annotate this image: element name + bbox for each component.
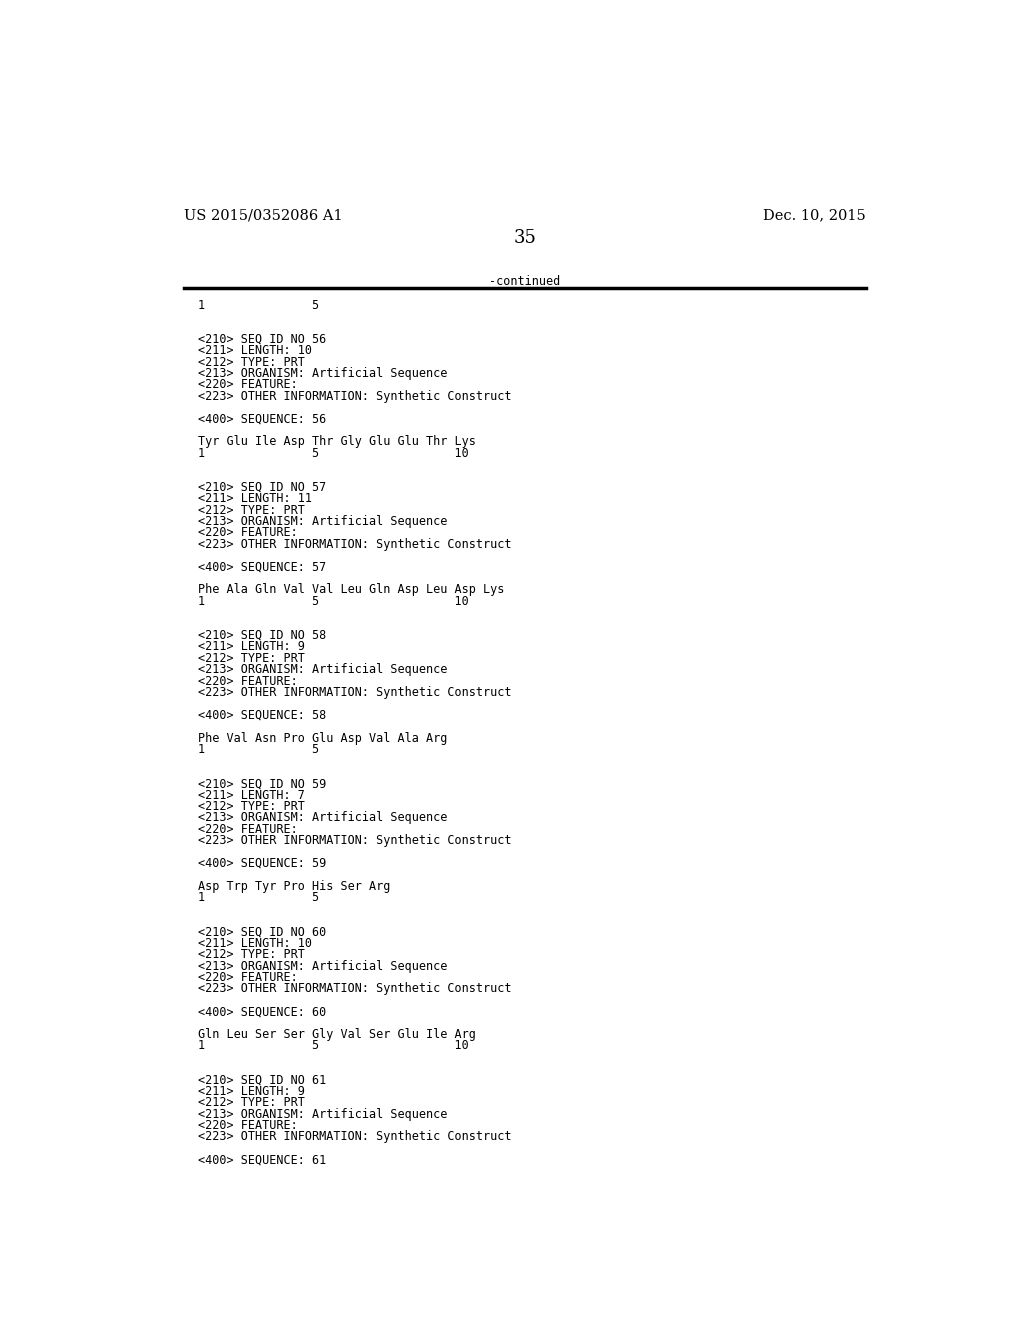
Text: <220> FEATURE:: <220> FEATURE: [198, 527, 298, 540]
Text: 1               5                   10: 1 5 10 [198, 595, 469, 607]
Text: US 2015/0352086 A1: US 2015/0352086 A1 [183, 209, 342, 223]
Text: <213> ORGANISM: Artificial Sequence: <213> ORGANISM: Artificial Sequence [198, 960, 447, 973]
Text: <400> SEQUENCE: 60: <400> SEQUENCE: 60 [198, 1005, 326, 1018]
Text: <400> SEQUENCE: 56: <400> SEQUENCE: 56 [198, 412, 326, 425]
Text: <223> OTHER INFORMATION: Synthetic Construct: <223> OTHER INFORMATION: Synthetic Const… [198, 389, 511, 403]
Text: <210> SEQ ID NO 59: <210> SEQ ID NO 59 [198, 777, 326, 791]
Text: <213> ORGANISM: Artificial Sequence: <213> ORGANISM: Artificial Sequence [198, 515, 447, 528]
Text: <210> SEQ ID NO 58: <210> SEQ ID NO 58 [198, 630, 326, 642]
Text: <212> TYPE: PRT: <212> TYPE: PRT [198, 652, 304, 665]
Text: <211> LENGTH: 10: <211> LENGTH: 10 [198, 345, 311, 358]
Text: <211> LENGTH: 11: <211> LENGTH: 11 [198, 492, 311, 506]
Text: 1               5: 1 5 [198, 891, 318, 904]
Text: <400> SEQUENCE: 61: <400> SEQUENCE: 61 [198, 1154, 326, 1167]
Text: <220> FEATURE:: <220> FEATURE: [198, 972, 298, 983]
Text: <220> FEATURE:: <220> FEATURE: [198, 379, 298, 391]
Text: <211> LENGTH: 7: <211> LENGTH: 7 [198, 788, 304, 801]
Text: <212> TYPE: PRT: <212> TYPE: PRT [198, 948, 304, 961]
Text: <210> SEQ ID NO 60: <210> SEQ ID NO 60 [198, 925, 326, 939]
Text: <213> ORGANISM: Artificial Sequence: <213> ORGANISM: Artificial Sequence [198, 1107, 447, 1121]
Text: Phe Val Asn Pro Glu Asp Val Ala Arg: Phe Val Asn Pro Glu Asp Val Ala Arg [198, 731, 447, 744]
Text: <210> SEQ ID NO 61: <210> SEQ ID NO 61 [198, 1073, 326, 1086]
Text: <400> SEQUENCE: 59: <400> SEQUENCE: 59 [198, 857, 326, 870]
Text: Phe Ala Gln Val Val Leu Gln Asp Leu Asp Lys: Phe Ala Gln Val Val Leu Gln Asp Leu Asp … [198, 583, 504, 597]
Text: <210> SEQ ID NO 57: <210> SEQ ID NO 57 [198, 480, 326, 494]
Text: Dec. 10, 2015: Dec. 10, 2015 [763, 209, 866, 223]
Text: <212> TYPE: PRT: <212> TYPE: PRT [198, 355, 304, 368]
Text: 1               5: 1 5 [198, 298, 318, 312]
Text: <223> OTHER INFORMATION: Synthetic Construct: <223> OTHER INFORMATION: Synthetic Const… [198, 1130, 511, 1143]
Text: -continued: -continued [489, 276, 560, 289]
Text: 1               5: 1 5 [198, 743, 318, 756]
Text: <212> TYPE: PRT: <212> TYPE: PRT [198, 1096, 304, 1109]
Text: Gln Leu Ser Ser Gly Val Ser Glu Ile Arg: Gln Leu Ser Ser Gly Val Ser Glu Ile Arg [198, 1028, 475, 1041]
Text: <213> ORGANISM: Artificial Sequence: <213> ORGANISM: Artificial Sequence [198, 663, 447, 676]
Text: <223> OTHER INFORMATION: Synthetic Construct: <223> OTHER INFORMATION: Synthetic Const… [198, 686, 511, 700]
Text: <220> FEATURE:: <220> FEATURE: [198, 675, 298, 688]
Text: <220> FEATURE:: <220> FEATURE: [198, 822, 298, 836]
Text: Asp Trp Tyr Pro His Ser Arg: Asp Trp Tyr Pro His Ser Arg [198, 879, 390, 892]
Text: <211> LENGTH: 9: <211> LENGTH: 9 [198, 1085, 304, 1098]
Text: <223> OTHER INFORMATION: Synthetic Construct: <223> OTHER INFORMATION: Synthetic Const… [198, 537, 511, 550]
Text: <210> SEQ ID NO 56: <210> SEQ ID NO 56 [198, 333, 326, 346]
Text: <212> TYPE: PRT: <212> TYPE: PRT [198, 800, 304, 813]
Text: 1               5                   10: 1 5 10 [198, 446, 469, 459]
Text: <211> LENGTH: 9: <211> LENGTH: 9 [198, 640, 304, 653]
Text: <211> LENGTH: 10: <211> LENGTH: 10 [198, 937, 311, 949]
Text: <213> ORGANISM: Artificial Sequence: <213> ORGANISM: Artificial Sequence [198, 812, 447, 825]
Text: <220> FEATURE:: <220> FEATURE: [198, 1119, 298, 1133]
Text: 35: 35 [513, 230, 537, 247]
Text: <223> OTHER INFORMATION: Synthetic Construct: <223> OTHER INFORMATION: Synthetic Const… [198, 982, 511, 995]
Text: <223> OTHER INFORMATION: Synthetic Construct: <223> OTHER INFORMATION: Synthetic Const… [198, 834, 511, 847]
Text: Tyr Glu Ile Asp Thr Gly Glu Glu Thr Lys: Tyr Glu Ile Asp Thr Gly Glu Glu Thr Lys [198, 436, 475, 449]
Text: <400> SEQUENCE: 58: <400> SEQUENCE: 58 [198, 709, 326, 722]
Text: <213> ORGANISM: Artificial Sequence: <213> ORGANISM: Artificial Sequence [198, 367, 447, 380]
Text: <400> SEQUENCE: 57: <400> SEQUENCE: 57 [198, 561, 326, 574]
Text: 1               5                   10: 1 5 10 [198, 1039, 469, 1052]
Text: <212> TYPE: PRT: <212> TYPE: PRT [198, 504, 304, 516]
